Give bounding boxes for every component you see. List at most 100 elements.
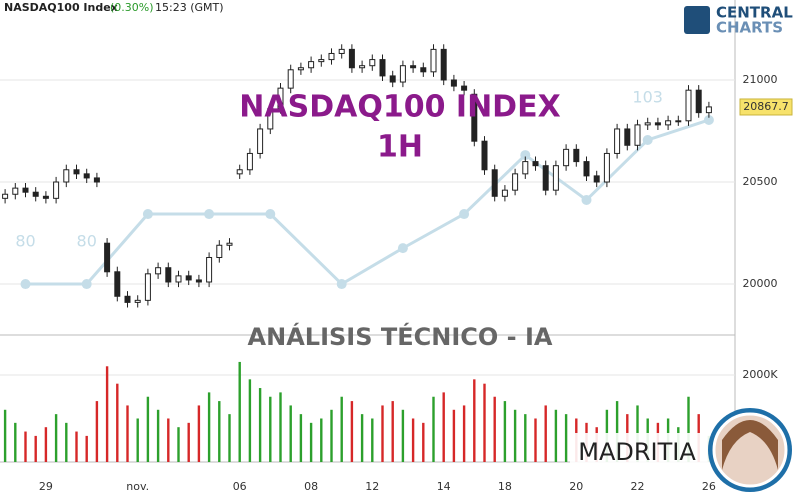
volume-bar xyxy=(473,379,476,462)
volume-bar xyxy=(54,414,58,462)
candle-body xyxy=(12,187,19,195)
ia-line xyxy=(25,118,710,286)
candle-body xyxy=(491,169,498,197)
candle-body xyxy=(267,108,274,130)
avatar-hair xyxy=(722,420,778,470)
volume-bar xyxy=(524,414,527,462)
candle-body xyxy=(675,120,682,123)
candle-body xyxy=(206,257,213,283)
candle-body xyxy=(563,148,570,167)
candle-body xyxy=(175,275,182,283)
candle-body xyxy=(471,93,478,142)
volume-bar xyxy=(116,383,119,462)
candle-body xyxy=(42,195,49,199)
candle-body xyxy=(297,67,304,71)
logo-text: CENTRAL xyxy=(716,4,793,22)
ia-point xyxy=(265,209,276,220)
ia-point xyxy=(142,209,153,220)
candle-body xyxy=(481,140,488,171)
volume-bar xyxy=(34,435,37,462)
volume-bar xyxy=(309,422,313,462)
candle-body xyxy=(532,161,539,167)
volume-bar xyxy=(320,418,323,462)
candle-body xyxy=(379,59,386,77)
volume-bar xyxy=(360,414,364,462)
candle-body xyxy=(63,169,70,183)
ia-label: 80 xyxy=(77,232,97,251)
header-change: (0.30%) xyxy=(110,1,154,14)
candle-body xyxy=(542,165,549,191)
volume-bar xyxy=(95,401,99,462)
candle-body xyxy=(603,152,610,183)
candle-body xyxy=(624,128,631,146)
candle-body xyxy=(165,267,172,283)
volume-bar xyxy=(371,418,374,462)
volume-bar xyxy=(197,405,201,462)
volume-bar xyxy=(503,401,507,462)
volume-bar xyxy=(187,422,190,462)
candle-body xyxy=(593,175,600,183)
volume-bar xyxy=(687,396,690,462)
volume-bar xyxy=(564,414,568,462)
candle-body xyxy=(420,67,427,73)
candle-body xyxy=(430,48,437,73)
volume-bar xyxy=(126,405,129,462)
x-tick-label: 26 xyxy=(702,480,716,493)
candle-body xyxy=(410,65,417,69)
candle-body xyxy=(195,279,202,283)
ia-label: 103 xyxy=(632,87,663,106)
x-tick-label: 08 xyxy=(304,480,318,493)
chart-title: NASDAQ100 INDEX xyxy=(239,90,560,125)
ia-point xyxy=(81,279,92,290)
y-tick-label: 21000 xyxy=(743,73,778,86)
candle-body xyxy=(705,106,712,114)
volume-bar xyxy=(207,392,211,462)
candle-body xyxy=(22,187,29,193)
volume-bar xyxy=(534,418,537,462)
volume-bar xyxy=(3,409,7,462)
candle-body xyxy=(155,267,162,275)
volume-bar xyxy=(432,396,435,462)
x-tick-label: 12 xyxy=(365,480,379,493)
candle-body xyxy=(2,193,9,199)
candle-body xyxy=(338,48,345,54)
volume-bar xyxy=(75,431,78,462)
volume-bar xyxy=(299,414,303,462)
ia-point xyxy=(703,114,714,125)
volume-bar xyxy=(218,401,221,462)
volume-bar xyxy=(269,396,272,462)
volume-bar xyxy=(279,392,282,462)
candle-body xyxy=(32,191,39,197)
candle-body xyxy=(308,61,315,69)
analyst-name: MADRITIA xyxy=(578,438,696,466)
volume-bar xyxy=(330,409,333,462)
candle-body xyxy=(450,79,457,87)
candle-body xyxy=(93,177,100,183)
candle-body xyxy=(654,122,661,126)
volume-bar xyxy=(411,418,415,462)
candle-body xyxy=(461,85,468,91)
candle-body xyxy=(328,52,335,61)
candle-body xyxy=(389,75,396,83)
volume-bar xyxy=(65,422,68,462)
candle-body xyxy=(369,59,376,67)
volume-bar xyxy=(248,379,252,462)
volume-bar xyxy=(442,392,445,462)
candle-body xyxy=(552,165,559,191)
header-title: NASDAQ100 Index xyxy=(4,1,118,14)
candle-body xyxy=(236,169,243,175)
price-tag xyxy=(739,98,793,116)
candle-body xyxy=(246,152,253,171)
x-tick-label: 06 xyxy=(233,480,247,493)
volume-bar xyxy=(258,388,262,462)
candle-body xyxy=(124,295,131,303)
candle-body xyxy=(114,271,121,297)
volume-bar xyxy=(24,431,27,462)
volume-bar xyxy=(422,422,425,462)
header-time: 15:23 (GMT) xyxy=(155,1,224,14)
banner: ANÁLISIS TÉCNICO - IA xyxy=(248,322,553,351)
ia-point xyxy=(204,209,215,220)
candle-body xyxy=(583,161,590,177)
candle-body xyxy=(501,189,508,197)
